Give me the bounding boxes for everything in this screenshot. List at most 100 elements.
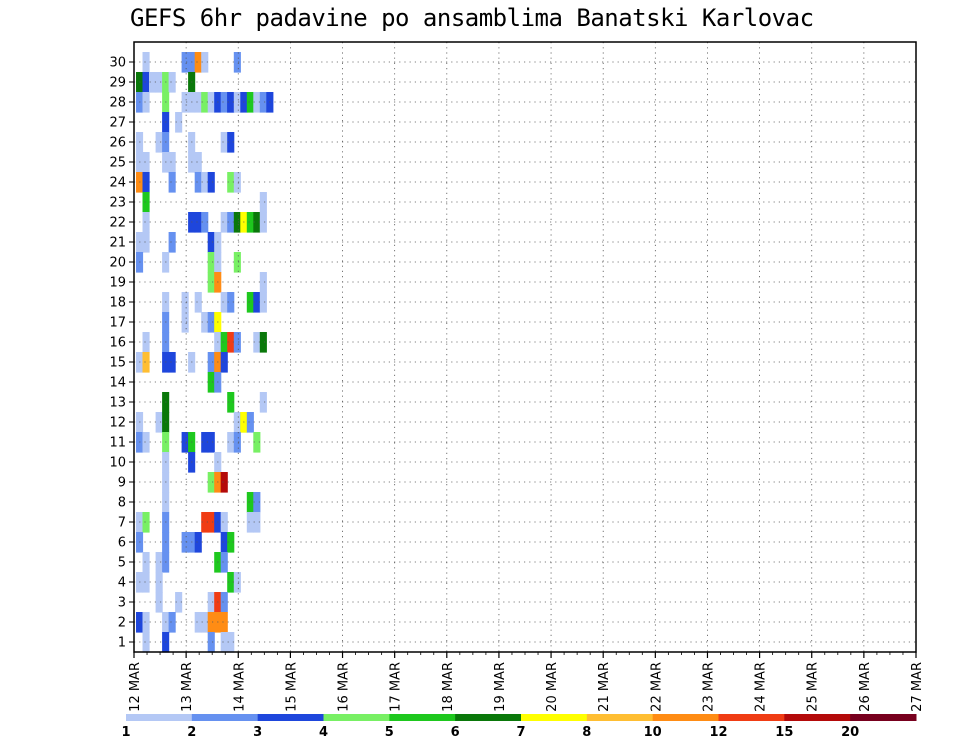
heatmap-cell [227, 212, 235, 233]
legend-label: 12 [709, 725, 727, 740]
y-tick-label: 2 [118, 616, 126, 631]
x-axis: 12 MAR 13 MAR 14 MAR 15 MAR 16 MAR 17 MAR 18 M… [128, 652, 925, 712]
heatmap-cell [142, 632, 150, 653]
heatmap-cell [220, 552, 228, 573]
heatmap-cell [142, 572, 150, 593]
heatmap-cell [142, 432, 150, 453]
heatmap-cell [207, 352, 215, 373]
heatmap-cell [168, 352, 176, 373]
legend-swatch [389, 714, 456, 721]
y-tick-label: 13 [109, 396, 126, 411]
y-tick-label: 4 [118, 576, 126, 591]
y-tick-label: 11 [109, 436, 126, 451]
heatmap-cell [259, 192, 267, 213]
heatmap-cells [136, 52, 274, 653]
legend-label: 5 [385, 725, 394, 740]
heatmap-cell [207, 592, 215, 613]
x-tick-label: 12 MAR [128, 662, 143, 712]
y-tick-label: 1 [118, 636, 126, 651]
heatmap-cell [175, 592, 183, 613]
x-tick-label: 14 MAR [232, 662, 247, 712]
y-tick-label: 22 [109, 216, 126, 231]
heatmap-cell [227, 532, 235, 553]
plot-frame [133, 41, 917, 653]
heatmap-cell [227, 92, 235, 113]
heatmap-cell [259, 292, 267, 313]
y-tick-label: 12 [109, 416, 126, 431]
heatmap-cell [142, 212, 150, 233]
heatmap-cell [207, 172, 215, 193]
heatmap-cell [142, 172, 150, 193]
heatmap-cell [155, 572, 163, 593]
heatmap-cell [142, 332, 150, 353]
heatmap-cell [246, 412, 254, 433]
y-tick-label: 6 [118, 536, 126, 551]
x-tick-label: 23 MAR [701, 662, 716, 712]
heatmap-cell [201, 512, 209, 533]
x-tick-label: 17 MAR [389, 662, 404, 712]
heatmap-cell [259, 272, 267, 293]
heatmap-cell [142, 352, 150, 373]
y-tick-label: 8 [118, 496, 126, 511]
y-tick-label: 29 [109, 76, 126, 91]
heatmap-cell [220, 292, 228, 313]
heatmap-cell [142, 612, 150, 633]
heatmap-cell [207, 472, 215, 493]
y-tick-label: 15 [109, 356, 126, 371]
x-tick-label: 15 MAR [284, 662, 299, 712]
legend-swatch [784, 714, 851, 721]
legend-label: 4 [319, 725, 328, 740]
heatmap-cell [246, 292, 254, 313]
heatmap-cell [149, 72, 157, 93]
heatmap-cell [253, 332, 261, 353]
heatmap-cell [220, 612, 228, 633]
legend-swatch [323, 714, 390, 721]
heatmap-cell [207, 272, 215, 293]
heatmap-cell [155, 592, 163, 613]
y-tick-label: 17 [109, 316, 126, 331]
heatmap-cell [220, 472, 228, 493]
heatmap-cell [227, 292, 235, 313]
heatmap-cell [155, 552, 163, 573]
heatmap-cell [181, 312, 189, 333]
heatmap-cell [220, 632, 228, 653]
legend-label: 15 [775, 725, 793, 740]
legend-label: 20 [841, 725, 859, 740]
heatmap-cell [233, 412, 241, 433]
legend-label: 2 [187, 725, 196, 740]
x-tick-label: 24 MAR [754, 662, 769, 712]
y-tick-label: 5 [118, 556, 126, 571]
heatmap-cell [201, 212, 209, 233]
heatmap-cell [233, 172, 241, 193]
y-tick-label: 18 [109, 296, 126, 311]
heatmap-cell [233, 572, 241, 593]
legend-swatch [257, 714, 324, 721]
heatmap-cell [181, 52, 189, 73]
heatmap-cell [142, 232, 150, 253]
legend-label: 1 [121, 725, 130, 740]
heatmap-cell [227, 632, 235, 653]
heatmap-cell [194, 172, 202, 193]
heatmap-cell [194, 92, 202, 113]
heatmap-cell [207, 372, 215, 393]
legend-label: 10 [644, 725, 662, 740]
heatmap-cell [181, 292, 189, 313]
legend-swatch [586, 714, 654, 721]
chart-title: GEFS 6hr padavine po ansamblima Banatski… [130, 4, 814, 32]
heatmap-cell [253, 512, 261, 533]
heatmap-cell [207, 432, 215, 453]
heatmap-cell [220, 512, 228, 533]
heatmap-cell [233, 52, 241, 73]
heatmap-cell [207, 632, 215, 653]
legend-label: 3 [253, 725, 262, 740]
color-legend: 1 2 3 4 5 6 7 8 10 12 15 20 [121, 714, 917, 740]
heatmap-cell [220, 532, 228, 553]
legend-label: 6 [451, 725, 460, 740]
y-tick-label: 27 [109, 116, 126, 131]
heatmap-cell [220, 592, 228, 613]
heatmap-cell [142, 192, 150, 213]
x-tick-label: 20 MAR [545, 662, 560, 712]
heatmap-cell [201, 312, 209, 333]
heatmap-cell [227, 172, 235, 193]
y-tick-label: 10 [109, 456, 126, 471]
